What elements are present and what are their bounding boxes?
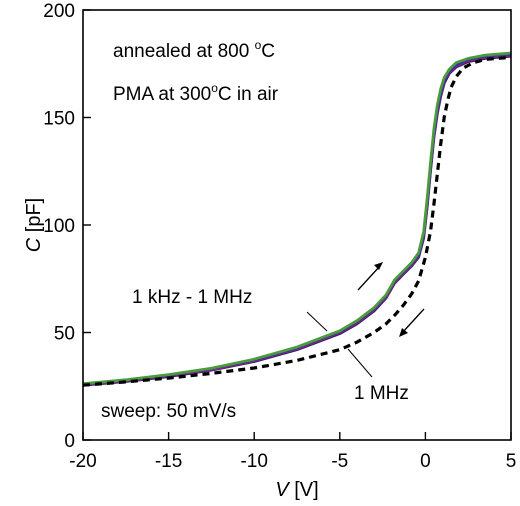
annotation-annealed-tail: C [261, 41, 275, 62]
series-line-3 [82, 51, 512, 386]
x-axis-symbol: V [275, 479, 290, 501]
annotation-annealed-text: annealed at 800 [113, 41, 255, 62]
arrow-down-sweep-icon [399, 308, 425, 337]
x-axis-title: V [V] [275, 479, 318, 501]
x-tick-label: -15 [155, 451, 182, 472]
series-line-dashed [82, 55, 512, 387]
plot-frame [82, 9, 512, 441]
annotation-pma: PMA at 300oC in air [113, 81, 279, 105]
y-ticks-group: 0 50 100 150 200 [43, 1, 91, 452]
y-axis-unit: [pF] [23, 198, 45, 238]
x-tick-label: 5 [506, 451, 517, 472]
x-tick-label: -20 [69, 451, 96, 472]
y-tick-label: 200 [43, 1, 75, 22]
annotation-pma-tail: C in air [218, 84, 279, 105]
y-axis-symbol: C [23, 237, 45, 252]
y-tick-label: 50 [54, 324, 75, 345]
y-tick-label: 0 [64, 431, 75, 452]
series-group [82, 51, 512, 387]
y-tick-label: 150 [43, 109, 75, 130]
x-tick-label: 0 [420, 451, 431, 472]
leader-line-1mhz [347, 348, 373, 378]
annotation-annealed: annealed at 800 oC [113, 38, 275, 62]
y-axis-title: C [pF] [23, 198, 45, 252]
arrow-up-sweep-icon [357, 262, 383, 291]
label-1mhz: 1 MHz [354, 383, 409, 404]
leader-line-1khz-1mhz [306, 311, 328, 332]
x-axis-unit: [V] [289, 479, 319, 501]
x-tick-label: -10 [240, 451, 267, 472]
label-sweep-rate: sweep: 50 mV/s [101, 401, 236, 422]
annotation-pma-sup: o [211, 81, 218, 95]
label-1khz-1mhz: 1 kHz - 1 MHz [132, 287, 252, 308]
annotation-pma-text: PMA at 300 [113, 84, 211, 105]
x-tick-label: -5 [331, 451, 348, 472]
annotation-annealed-sup: o [255, 38, 262, 52]
y-tick-label: 100 [43, 216, 75, 237]
x-ticks-group: -20 -15 -10 -5 0 5 [69, 432, 516, 472]
